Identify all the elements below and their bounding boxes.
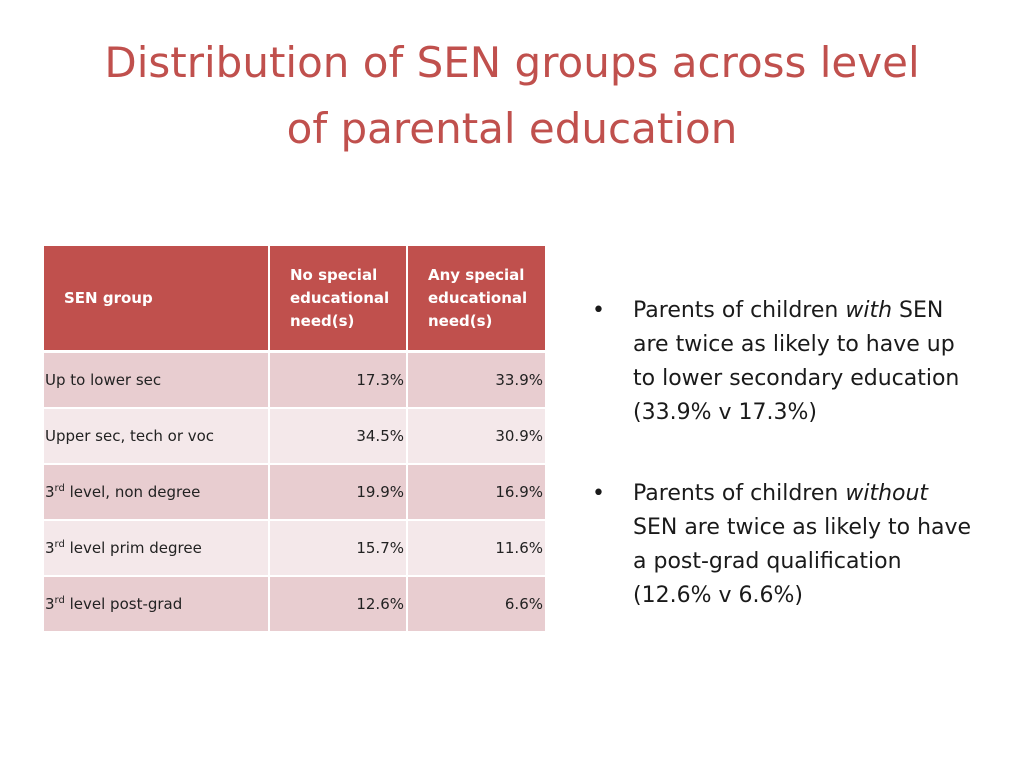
any-special-need-value: 33.9% — [407, 351, 545, 409]
ordinal-suffix: rd — [54, 595, 65, 606]
finding-bullet: • Parents of children without SEN are twi… — [592, 477, 972, 613]
table-row: Upper sec, tech or voc 34.5% 30.9% — [44, 408, 545, 465]
no-special-need-value: 34.5% — [269, 408, 408, 465]
header-line: educational — [428, 288, 528, 307]
title-line-1: Distribution of SEN groups across level — [104, 38, 920, 87]
row-label-text: level prim degree — [64, 539, 202, 557]
bullet-marker: • — [592, 481, 605, 506]
header-line: need(s) — [290, 311, 355, 330]
header-no-special-need: No special educational need(s) — [269, 246, 408, 353]
table-body: Up to lower sec 17.3% 33.9% Upper sec, tech… — [44, 351, 545, 633]
title-line-2: of parental education — [286, 104, 738, 153]
no-special-need-value: 12.6% — [269, 576, 408, 633]
no-special-need-value: 15.7% — [269, 520, 408, 577]
row-label-text: Upper sec, tech or voc — [45, 427, 215, 445]
row-label-text: level, non degree — [64, 483, 201, 501]
header-any-special-need: Any special educational need(s) — [407, 246, 545, 353]
header-sen-group: SEN group — [44, 246, 270, 353]
table-header-row: SEN group No special educational need(s)… — [44, 246, 545, 353]
row-label-text: 3 — [45, 595, 55, 613]
row-label-text: level post-grad — [64, 595, 183, 613]
header-line: need(s) — [428, 311, 493, 330]
any-special-need-value: 6.6% — [407, 576, 545, 633]
any-special-need-value: 11.6% — [407, 520, 545, 577]
any-special-need-value: 30.9% — [407, 408, 545, 465]
header-line: Any special — [428, 265, 525, 284]
row-label: 3rd level post-grad — [44, 576, 270, 633]
ordinal-suffix: rd — [54, 539, 65, 550]
row-label: Up to lower sec — [44, 351, 270, 409]
row-label-text: 3 — [45, 483, 55, 501]
ordinal-suffix: rd — [54, 483, 65, 494]
table-row: 3rd level, non degree 19.9% 16.9% — [44, 464, 545, 521]
finding-bullet: • Parents of children with SEN are twice … — [592, 294, 972, 430]
header-line: No special — [290, 265, 378, 284]
bullet-text: Parents of children — [633, 298, 846, 323]
table-row: Up to lower sec 17.3% 33.9% — [44, 351, 545, 409]
table-row: 3rd level prim degree 15.7% 11.6% — [44, 520, 545, 577]
header-line: educational — [290, 288, 390, 307]
bullet-emphasis: without — [845, 481, 929, 506]
row-label: 3rd level, non degree — [44, 464, 270, 521]
row-label-text: 3 — [45, 539, 55, 557]
row-label: Upper sec, tech or voc — [44, 408, 270, 465]
any-special-need-value: 16.9% — [407, 464, 545, 521]
bullet-marker: • — [592, 298, 605, 323]
bullet-emphasis: with — [845, 298, 893, 323]
sen-distribution-table: SEN group No special educational need(s)… — [44, 246, 545, 633]
no-special-need-value: 19.9% — [269, 464, 408, 521]
slide-title: Distribution of SEN groups across level … — [40, 30, 984, 162]
bullet-text: SEN are twice as likely to have a post-g… — [633, 481, 979, 608]
bullet-text: SEN are twice as likely to have up to lo… — [633, 298, 967, 425]
key-findings-list: • Parents of children with SEN are twice … — [592, 294, 972, 660]
no-special-need-value: 17.3% — [269, 351, 408, 409]
row-label: 3rd level prim degree — [44, 520, 270, 577]
table-row: 3rd level post-grad 12.6% 6.6% — [44, 576, 545, 633]
row-label-text: Up to lower sec — [45, 371, 162, 389]
bullet-text: Parents of children — [633, 481, 846, 506]
header-line: SEN group — [64, 288, 153, 307]
